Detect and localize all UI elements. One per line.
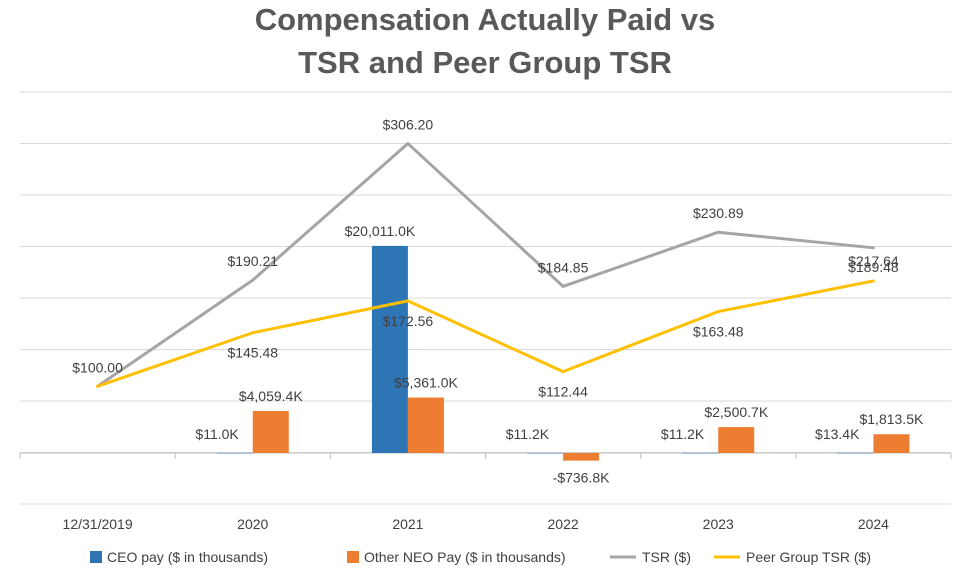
- peer-group-tsr-data-label: $112.44: [538, 384, 588, 400]
- ceo-pay-bar: [216, 452, 253, 454]
- ceo-pay-data-label: $11.2K: [661, 426, 705, 442]
- tsr-data-label: $230.89: [693, 205, 744, 221]
- peer-group-tsr-point: [96, 384, 100, 388]
- legend-label: Other NEO Pay ($ in thousands): [364, 549, 566, 565]
- line-series-group: [96, 142, 875, 388]
- other-neo-pay-bar: [873, 434, 910, 453]
- other-neo-pay-data-label: -$736.8K: [553, 470, 610, 486]
- chart-title-line-2: TSR and Peer Group TSR: [298, 45, 672, 80]
- tsr-data-label: $190.21: [227, 253, 278, 269]
- other-neo-pay-bar: [718, 427, 755, 453]
- tsr-point: [871, 246, 875, 250]
- legend-label: Peer Group TSR ($): [746, 549, 871, 565]
- other-neo-pay-data-label: $1,813.5K: [859, 411, 923, 427]
- legend-label: CEO pay ($ in thousands): [107, 549, 268, 565]
- peer-group-tsr-line: [97, 279, 874, 388]
- data-labels: $100.00 $190.21 $306.20 $184.85 $230.89 $217.…: [72, 117, 924, 486]
- tsr-data-label: $184.85: [538, 259, 589, 275]
- other-neo-pay-bar: [252, 410, 289, 453]
- legend-ceo-pay: CEO pay ($ in thousands): [90, 549, 268, 565]
- tsr-data-label: $100.00: [72, 359, 123, 375]
- tsr-point: [406, 142, 410, 146]
- peer-group-tsr-data-label: $189.48: [848, 259, 899, 275]
- x-axis-tick-label: 12/31/2019: [63, 516, 133, 532]
- ceo-pay-bar: [371, 245, 408, 453]
- peer-group-tsr-point: [251, 331, 255, 335]
- legend-swatch: [90, 551, 102, 563]
- peer-group-tsr-point: [716, 310, 720, 314]
- bar-series-group: [216, 245, 910, 461]
- tsr-data-label: $306.20: [383, 117, 434, 133]
- x-axis-ticks: 12/31/2019 2020 2021 2022 2023 2024: [63, 516, 890, 532]
- tsr-point: [561, 284, 565, 288]
- chart-title-line-1: Compensation Actually Paid vs: [255, 2, 716, 37]
- ceo-pay-bar: [837, 452, 874, 454]
- x-axis-tick-label: 2020: [237, 516, 268, 532]
- ceo-pay-data-label: $13.4K: [815, 426, 860, 442]
- ceo-pay-data-label: $11.0K: [195, 426, 239, 442]
- legend-label: TSR ($): [642, 549, 691, 565]
- ceo-pay-bar: [527, 452, 564, 454]
- peer-group-tsr-point: [871, 279, 875, 283]
- tsr-point: [251, 278, 255, 282]
- gridlines: [19, 91, 952, 505]
- peer-group-tsr-data-label: $172.56: [383, 313, 434, 329]
- tsr-line: [96, 142, 874, 388]
- ceo-pay-data-label: $20,011.0K: [345, 223, 416, 239]
- legend-tsr: TSR ($): [610, 549, 691, 565]
- peer-group-tsr-point: [406, 299, 410, 303]
- legend: CEO pay ($ in thousands) Other NEO Pay ($…: [90, 549, 871, 565]
- x-axis-tick-label: 2022: [548, 516, 579, 532]
- other-neo-pay-data-label: $2,500.7K: [704, 404, 768, 420]
- x-axis-tick-label: 2024: [858, 516, 889, 532]
- legend-other-neo-pay: Other NEO Pay ($ in thousands): [347, 549, 566, 565]
- tsr-point: [716, 230, 720, 234]
- other-neo-pay-data-label: $5,361.0K: [394, 375, 458, 391]
- x-axis-tick-label: 2021: [392, 516, 423, 532]
- legend-swatch: [347, 551, 359, 563]
- peer-group-tsr-data-label: $163.48: [693, 324, 744, 340]
- x-axis-tick-label: 2023: [703, 516, 734, 532]
- other-neo-pay-bar: [407, 397, 444, 453]
- legend-peer-group-tsr: Peer Group TSR ($): [714, 549, 871, 565]
- other-neo-pay-data-label: $4,059.4K: [239, 388, 303, 404]
- peer-group-tsr-point: [561, 370, 565, 374]
- tsr-data-label: $217.64: [848, 253, 899, 269]
- other-neo-pay-bar: [563, 453, 600, 461]
- ceo-pay-bar: [682, 452, 719, 454]
- peer-group-tsr-data-label: $145.48: [227, 345, 278, 361]
- ceo-pay-data-label: $11.2K: [506, 426, 550, 442]
